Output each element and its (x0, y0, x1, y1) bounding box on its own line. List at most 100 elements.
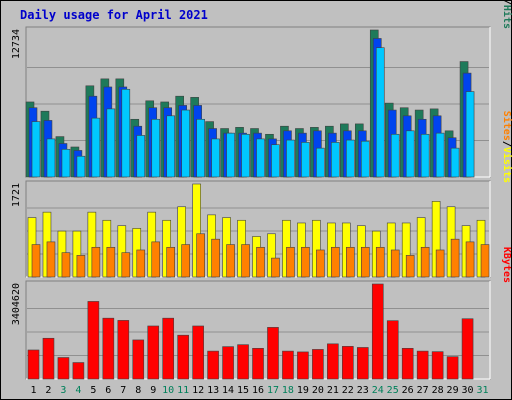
bar-sites-day-12 (196, 233, 205, 278)
day-label-27: 27 (417, 385, 429, 396)
bar-kbytes-day-26 (401, 348, 414, 380)
day-label-24: 24 (372, 385, 384, 396)
day-label-3: 3 (60, 385, 66, 396)
bar-pages-day-25 (390, 133, 400, 178)
day-label-4: 4 (75, 385, 81, 396)
bar-pages-day-11 (181, 109, 190, 178)
bar-pages-day-30 (465, 91, 475, 178)
day-label-28: 28 (432, 385, 444, 396)
bar-kbytes-day-5 (87, 301, 100, 380)
bar-sites-day-30 (465, 241, 475, 278)
bar-sites-day-20 (316, 249, 325, 278)
bar-pages-day-17 (271, 144, 280, 178)
bar-pages-day-8 (136, 135, 146, 178)
bar-sites-day-16 (256, 246, 265, 278)
day-label-11: 11 (177, 385, 189, 396)
bar-sites-day-15 (241, 244, 250, 278)
bar-pages-day-3 (61, 148, 71, 178)
day-label-13: 13 (207, 385, 219, 396)
bar-pages-day-22 (346, 139, 355, 178)
bar-kbytes-day-28 (431, 351, 444, 380)
bar-sites-day-10 (166, 246, 176, 278)
bar-sites-day-25 (390, 249, 400, 278)
bar-sites-day-17 (271, 257, 280, 278)
bar-pages-day-2 (46, 138, 56, 178)
bar-pages-day-23 (360, 140, 370, 178)
bar-pages-day-4 (76, 155, 86, 178)
day-label-21: 21 (327, 385, 339, 396)
day-label-8: 8 (135, 385, 141, 396)
bar-sites-day-27 (420, 246, 430, 278)
bar-sites-day-6 (106, 246, 116, 278)
day-label-14: 14 (222, 385, 234, 396)
bar-pages-day-12 (196, 118, 205, 178)
day-label-31: 31 (476, 385, 488, 396)
bar-pages-day-21 (331, 142, 340, 178)
bar-sites-day-22 (346, 246, 355, 278)
bar-kbytes-day-7 (117, 320, 130, 380)
bar-kbytes-day-14 (222, 346, 234, 380)
bar-pages-day-14 (226, 132, 235, 178)
legend-entry: Hits (501, 5, 512, 29)
legend-entry: / (501, 141, 512, 147)
bar-pages-day-29 (450, 147, 460, 178)
bar-pages-day-20 (316, 147, 325, 178)
bar-sites-day-13 (211, 238, 220, 278)
day-label-18: 18 (282, 385, 294, 396)
day-label-16: 16 (252, 385, 264, 396)
bar-pages-day-13 (211, 138, 220, 178)
bar-pages-day-27 (420, 133, 430, 178)
day-label-2: 2 (45, 385, 51, 396)
bar-sites-day-31 (480, 244, 490, 278)
bar-pages-day-19 (301, 142, 310, 178)
bar-pages-day-10 (166, 115, 176, 178)
bar-sites-day-5 (91, 246, 101, 278)
bar-sites-day-7 (121, 252, 131, 278)
bar-kbytes-day-11 (177, 334, 189, 380)
bar-sites-day-24 (375, 246, 385, 278)
y-max-tick-label: 12734 (11, 29, 22, 59)
bar-pages-day-26 (405, 130, 415, 178)
bar-kbytes-day-20 (312, 349, 324, 380)
day-label-1: 1 (30, 385, 36, 396)
bar-kbytes-day-15 (237, 344, 249, 380)
day-label-23: 23 (357, 385, 369, 396)
day-label-7: 7 (120, 385, 126, 396)
bar-pages-day-18 (286, 139, 295, 178)
bar-kbytes-day-9 (147, 325, 160, 380)
day-label-6: 6 (105, 385, 111, 396)
panel-legend: Sites/Visits (501, 111, 512, 183)
bar-kbytes-day-22 (342, 346, 354, 380)
bar-kbytes-day-21 (327, 343, 339, 380)
bar-pages-day-15 (241, 133, 250, 178)
bar-pages-day-16 (256, 138, 265, 178)
bar-sites-day-14 (226, 244, 235, 278)
bar-kbytes-day-23 (356, 347, 369, 380)
bar-kbytes-day-13 (207, 350, 219, 380)
day-label-15: 15 (237, 385, 249, 396)
bar-pages-day-9 (151, 118, 161, 178)
legend-entry: Visits (501, 147, 512, 183)
bar-sites-day-4 (76, 255, 86, 278)
bar-kbytes-day-25 (386, 320, 399, 380)
bar-pages-day-28 (435, 132, 445, 178)
day-label-29: 29 (447, 385, 459, 396)
day-labels: 1 2 3 4 5 6 7 8 9 10 11 12 13 14 15 16 17 18 19 20 21 22 23 24 2… (30, 385, 488, 396)
bar-sites-day-3 (61, 252, 71, 278)
bar-kbytes-day-27 (416, 350, 429, 380)
bar-sites-day-9 (151, 241, 161, 278)
day-label-30: 30 (462, 385, 474, 396)
bar-kbytes-day-12 (192, 325, 204, 380)
bar-sites-day-11 (181, 244, 190, 278)
day-label-10: 10 (162, 385, 174, 396)
chart-title: Daily usage for April 2021 (20, 8, 208, 22)
bar-sites-day-28 (435, 249, 445, 278)
legend-entry: Sites (501, 111, 512, 141)
panel-legend: KBytes (501, 247, 512, 283)
bar-pages-day-24 (375, 47, 385, 178)
panel-kbytes: 3404620 KBytes (11, 247, 512, 380)
bar-sites-day-29 (450, 238, 460, 278)
day-label-20: 20 (312, 385, 324, 396)
bar-sites-day-8 (136, 249, 146, 278)
y-max-tick-label: 3404620 (11, 283, 22, 325)
